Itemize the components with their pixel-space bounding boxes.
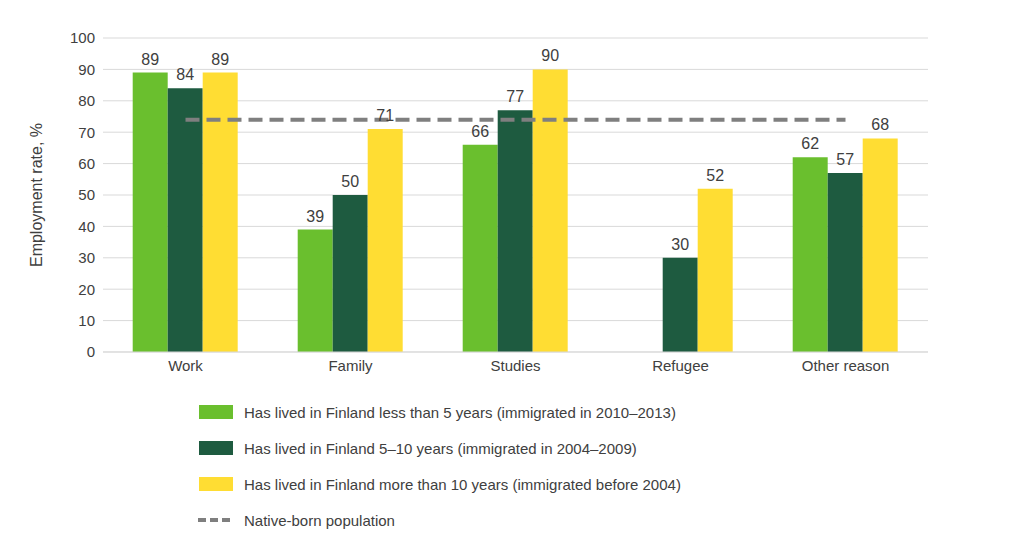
svg-text:20: 20 xyxy=(78,281,95,298)
svg-text:89: 89 xyxy=(141,51,159,68)
svg-text:90: 90 xyxy=(541,47,559,64)
svg-text:68: 68 xyxy=(871,116,889,133)
svg-text:39: 39 xyxy=(306,208,324,225)
svg-text:71: 71 xyxy=(376,107,394,124)
svg-text:80: 80 xyxy=(78,92,95,109)
html-text:Has lived in Finland more than: Has lived in Finland more than 10 years … xyxy=(244,475,681,493)
svg-text:Other reason: Other reason xyxy=(802,357,890,374)
svg-text:50: 50 xyxy=(341,173,359,190)
svg-text:30: 30 xyxy=(78,249,95,266)
svg-text:Family: Family xyxy=(328,357,373,374)
html-text:Has lived in Finland 5–10 year: Has lived in Finland 5–10 years (immigra… xyxy=(244,439,637,457)
svg-text:30: 30 xyxy=(671,236,689,253)
svg-text:60: 60 xyxy=(78,155,95,172)
svg-text:50: 50 xyxy=(78,186,95,203)
svg-text:90: 90 xyxy=(78,61,95,78)
svg-text:Employment rate, %: Employment rate, % xyxy=(28,123,45,267)
svg-text:Refugee: Refugee xyxy=(652,357,709,374)
svg-text:77: 77 xyxy=(506,88,524,105)
svg-text:10: 10 xyxy=(78,312,95,329)
svg-text:0: 0 xyxy=(87,343,95,360)
svg-text:100: 100 xyxy=(70,29,95,46)
svg-text:66: 66 xyxy=(471,123,489,140)
html-text:Has lived in Finland less than: Has lived in Finland less than 5 years (… xyxy=(244,403,676,421)
svg-text:57: 57 xyxy=(836,151,854,168)
svg-text:70: 70 xyxy=(78,124,95,141)
svg-text:Studies: Studies xyxy=(490,357,540,374)
svg-text:89: 89 xyxy=(211,51,229,68)
svg-text:Work: Work xyxy=(168,357,203,374)
svg-text:40: 40 xyxy=(78,218,95,235)
svg-text:62: 62 xyxy=(801,135,819,152)
svg-text:52: 52 xyxy=(706,167,724,184)
svg-text:84: 84 xyxy=(176,66,194,83)
html-text:Native-born population: Native-born population xyxy=(244,511,395,529)
